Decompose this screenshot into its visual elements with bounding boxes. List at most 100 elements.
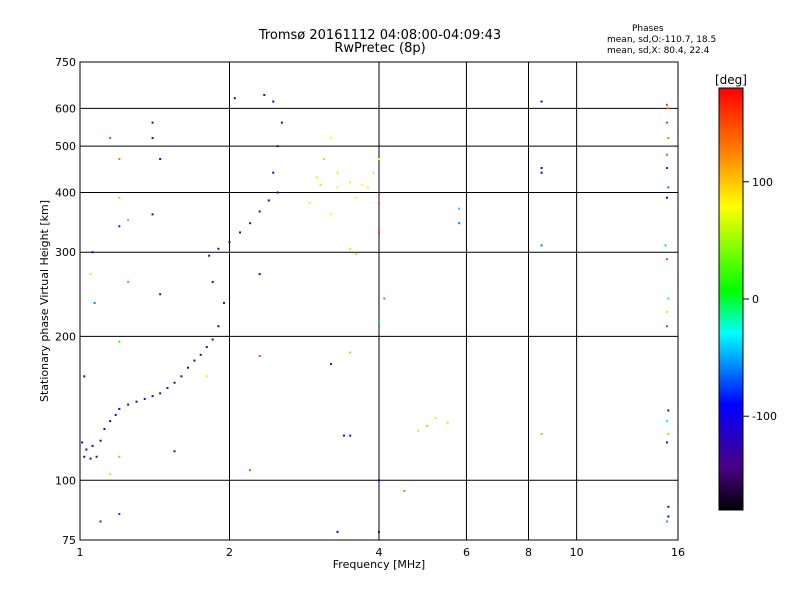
data-point [540,432,543,435]
data-point [91,444,94,447]
data-point [355,252,358,255]
data-point [127,280,130,283]
data-point [81,441,84,444]
data-point [665,103,668,106]
y-tick-label: 600 [55,102,76,115]
data-point [211,280,214,283]
data-point [118,407,121,410]
y-tick-label: 400 [55,186,76,199]
data-point [223,301,226,304]
data-point [239,231,242,234]
x-tick-label: 1 [77,546,84,559]
stats-line-o: mean, sd,O:-110.7, 18.5 [607,35,717,45]
data-point [665,196,668,199]
colorbar-label: [deg] [715,73,747,87]
y-tick-label: 300 [55,246,76,259]
data-point [258,210,261,213]
data-point [258,354,261,357]
data-point [249,222,252,225]
data-point [217,247,220,250]
data-point [159,392,162,395]
data-point [193,359,196,362]
data-point [280,121,283,124]
data-point [378,158,380,161]
data-point [143,397,146,400]
data-point [667,137,670,140]
colorbar-tick-label: -100 [752,410,777,423]
data-point [336,530,339,533]
data-point [85,448,88,451]
data-point [267,199,270,202]
data-point [361,183,364,186]
data-point [349,247,352,250]
data-point [166,386,169,389]
data-point [127,403,130,406]
data-point [329,363,332,366]
data-point [159,158,162,161]
data-point [118,455,121,458]
data-point [151,137,154,140]
y-tick-label: 500 [55,140,76,153]
data-point [329,137,332,140]
data-point [114,413,117,416]
data-point [217,325,220,328]
data-point [205,346,208,349]
data-point [272,171,275,174]
data-point [667,505,670,508]
data-point [665,121,668,124]
y-axis-label: Stationary phase Virtual Height [km] [38,200,51,402]
x-axis-label: Frequency [MHz] [333,558,425,571]
data-point [109,473,112,476]
data-point [665,520,668,523]
chart-subtitle: RwPretec (8p) [334,41,426,56]
data-point [180,375,183,378]
data-point [276,191,279,194]
data-point [667,297,670,300]
colorbar-ticks: 100 0 -100 [743,176,777,423]
data-point [89,273,92,276]
chart-title: Tromsø 20161112 04:08:00-04:09:43 [258,28,502,43]
data-point [540,244,543,247]
data-point [667,107,670,110]
data-point [349,351,352,354]
data-point [323,158,326,161]
data-points [81,93,670,533]
x-axis-ticks: 1 2 4 6 8 10 16 [77,546,686,559]
data-point [91,251,94,254]
data-point [276,145,279,148]
data-point [233,97,236,100]
data-point [99,439,102,442]
data-point [187,366,190,369]
data-point [315,176,318,179]
data-point [667,432,670,435]
x-tick-label: 2 [226,546,233,559]
data-point [173,381,176,384]
data-point [336,171,339,174]
stats-title: Phases [632,24,664,34]
data-point [336,186,339,189]
data-point [372,171,375,174]
data-point [228,241,231,244]
data-point [109,420,112,423]
data-point [95,455,98,458]
x-tick-label: 6 [463,546,470,559]
data-point [378,320,380,323]
data-point [417,429,420,432]
stats-line-x: mean, sd,X: 80.4, 22.4 [607,46,710,56]
data-point [83,375,86,378]
data-point [249,469,252,472]
data-point [403,489,406,492]
data-point [308,202,311,205]
data-point [159,293,162,296]
data-point [208,254,211,257]
y-tick-label: 200 [55,330,76,343]
y-tick-label: 750 [55,56,76,69]
data-point [109,137,112,140]
x-tick-label: 8 [525,546,532,559]
data-point [329,213,332,216]
data-point [378,530,380,533]
data-point [103,428,106,431]
data-point [665,325,668,328]
x-tick-label: 16 [671,546,685,559]
data-point [664,244,667,247]
